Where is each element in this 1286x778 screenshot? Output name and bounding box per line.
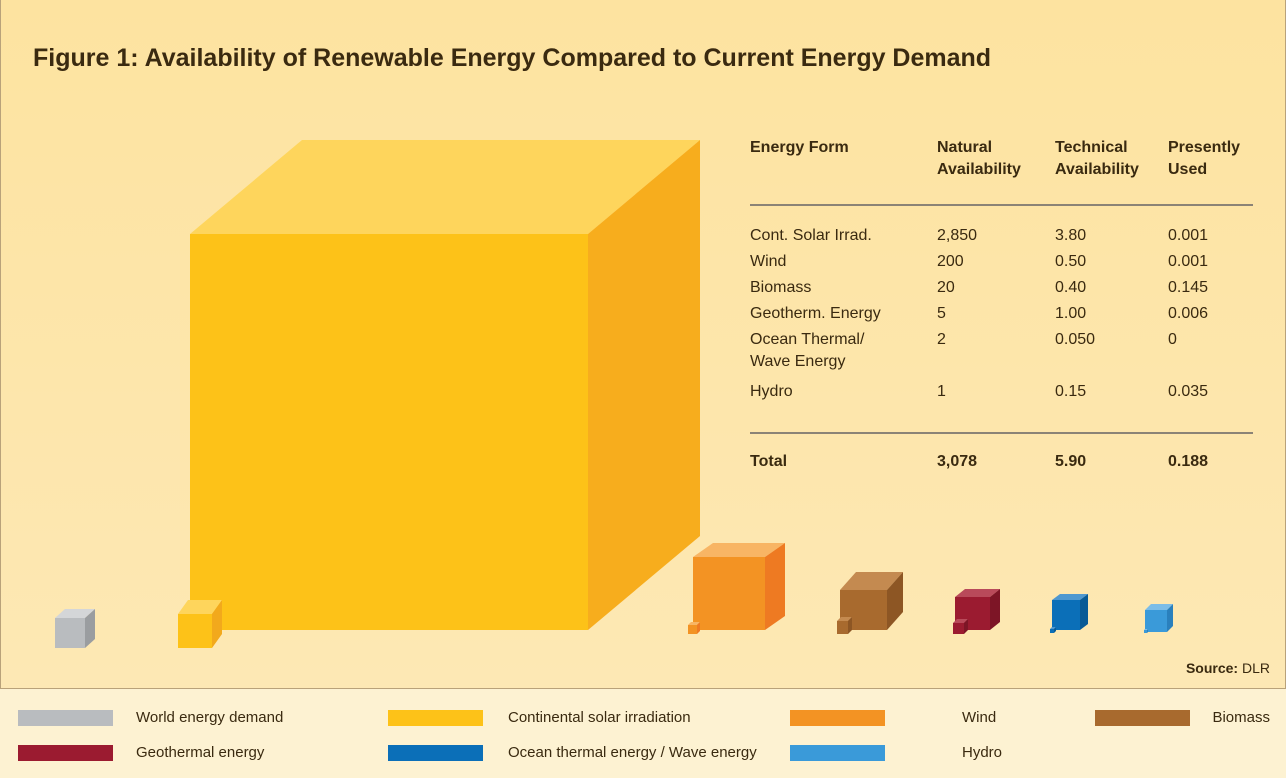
cube-face — [85, 609, 95, 648]
cube-face — [1054, 627, 1056, 633]
legend-swatch — [790, 745, 885, 761]
legend-swatch — [388, 710, 483, 726]
cube-face — [848, 617, 852, 634]
cube-face — [990, 589, 1000, 630]
table-cell: Wind — [750, 253, 787, 270]
table-cell: 1 — [937, 383, 946, 400]
cube-face — [953, 619, 968, 623]
table-cell: 0.006 — [1168, 305, 1209, 322]
cube-face — [1050, 629, 1054, 633]
cube-face — [688, 622, 700, 625]
table-cell: 2,850 — [937, 227, 978, 244]
total-cell: Total — [750, 453, 788, 470]
legend-swatch — [18, 710, 113, 726]
header-cell: Energy Form — [750, 139, 849, 156]
cube-face — [1080, 594, 1088, 630]
table-cell: 0 — [1168, 331, 1177, 348]
table-cell: 2 — [937, 331, 946, 348]
table-cell: 1.00 — [1055, 305, 1087, 322]
cube-face — [212, 600, 222, 648]
table-cell: 0.50 — [1055, 253, 1087, 270]
table-cell: Ocean Thermal/ Wave Energy — [750, 331, 865, 370]
legend-label: Geothermal energy — [136, 744, 265, 761]
cube-face — [55, 609, 95, 618]
table-cell: 20 — [937, 279, 955, 296]
rule — [750, 204, 1253, 206]
legend-label: Continental solar irradiation — [508, 709, 691, 726]
legend-label: Hydro — [962, 744, 1003, 761]
table-cell: Geotherm. Energy — [750, 305, 881, 322]
cube-face — [693, 557, 765, 630]
total-cell: 3,078 — [937, 453, 978, 470]
cube-face — [178, 600, 222, 614]
cube-face — [953, 623, 964, 634]
cube-face — [1145, 604, 1173, 610]
header-cell: Natural Availability — [937, 139, 1021, 178]
cube-face — [840, 572, 903, 590]
table-cell: 3.80 — [1055, 227, 1087, 244]
table-cell: 5 — [937, 305, 946, 322]
table-cell: Biomass — [750, 279, 812, 296]
table-cell: 0.050 — [1055, 331, 1096, 348]
legend-swatch — [18, 745, 113, 761]
title: Figure 1: Availability of Renewable Ener… — [33, 44, 992, 72]
cube-face — [887, 572, 903, 630]
legend-label: Wind — [962, 709, 997, 726]
table-cell: 0.035 — [1168, 383, 1209, 400]
cube-face — [765, 543, 785, 630]
cube-face — [178, 614, 212, 648]
table-cell: 0.001 — [1168, 227, 1209, 244]
source: Source: DLR — [1186, 660, 1270, 676]
cube-face — [1147, 629, 1148, 633]
source-text: DLR — [1241, 660, 1270, 676]
cube-face — [964, 619, 968, 634]
legend-swatch — [1095, 710, 1190, 726]
cube-face — [693, 543, 785, 557]
source-label: Source: — [1185, 660, 1239, 676]
legend-swatch — [388, 745, 483, 761]
cube-face — [1052, 600, 1080, 630]
cube-face — [1167, 604, 1173, 632]
legend-label: Biomass — [1212, 709, 1270, 726]
table-cell: 0.001 — [1168, 253, 1209, 270]
table-cell: 0.40 — [1055, 279, 1087, 296]
cubes — [55, 140, 1173, 648]
legend-label: Ocean thermal energy / Wave energy — [508, 744, 757, 761]
cube-face — [1052, 594, 1088, 600]
table-cell: 200 — [937, 253, 964, 270]
total-cell: 5.90 — [1055, 453, 1087, 470]
cube-face — [688, 625, 697, 634]
header-cell: Presently Used — [1168, 139, 1241, 178]
cube-face — [697, 622, 700, 634]
cube-face — [955, 589, 1000, 597]
cube-face — [1144, 630, 1147, 633]
legend-label: World energy demand — [136, 709, 284, 726]
table-cell: 0.15 — [1055, 383, 1087, 400]
header-cell: Technical Availability — [1055, 139, 1139, 178]
total-cell: 0.188 — [1168, 453, 1209, 470]
legend-swatch — [790, 710, 885, 726]
cube-face — [588, 140, 700, 630]
table-cell: 0.145 — [1168, 279, 1209, 296]
table-cell: Hydro — [750, 383, 793, 400]
cube-face — [190, 234, 588, 630]
cube-face — [1145, 610, 1167, 632]
rule — [750, 432, 1253, 434]
cube-face — [55, 618, 85, 648]
table-cell: Cont. Solar Irrad. — [750, 227, 872, 244]
cube-face — [1144, 629, 1148, 630]
cube-face — [837, 621, 848, 634]
cube-face — [837, 617, 852, 621]
cube-face — [190, 140, 700, 234]
